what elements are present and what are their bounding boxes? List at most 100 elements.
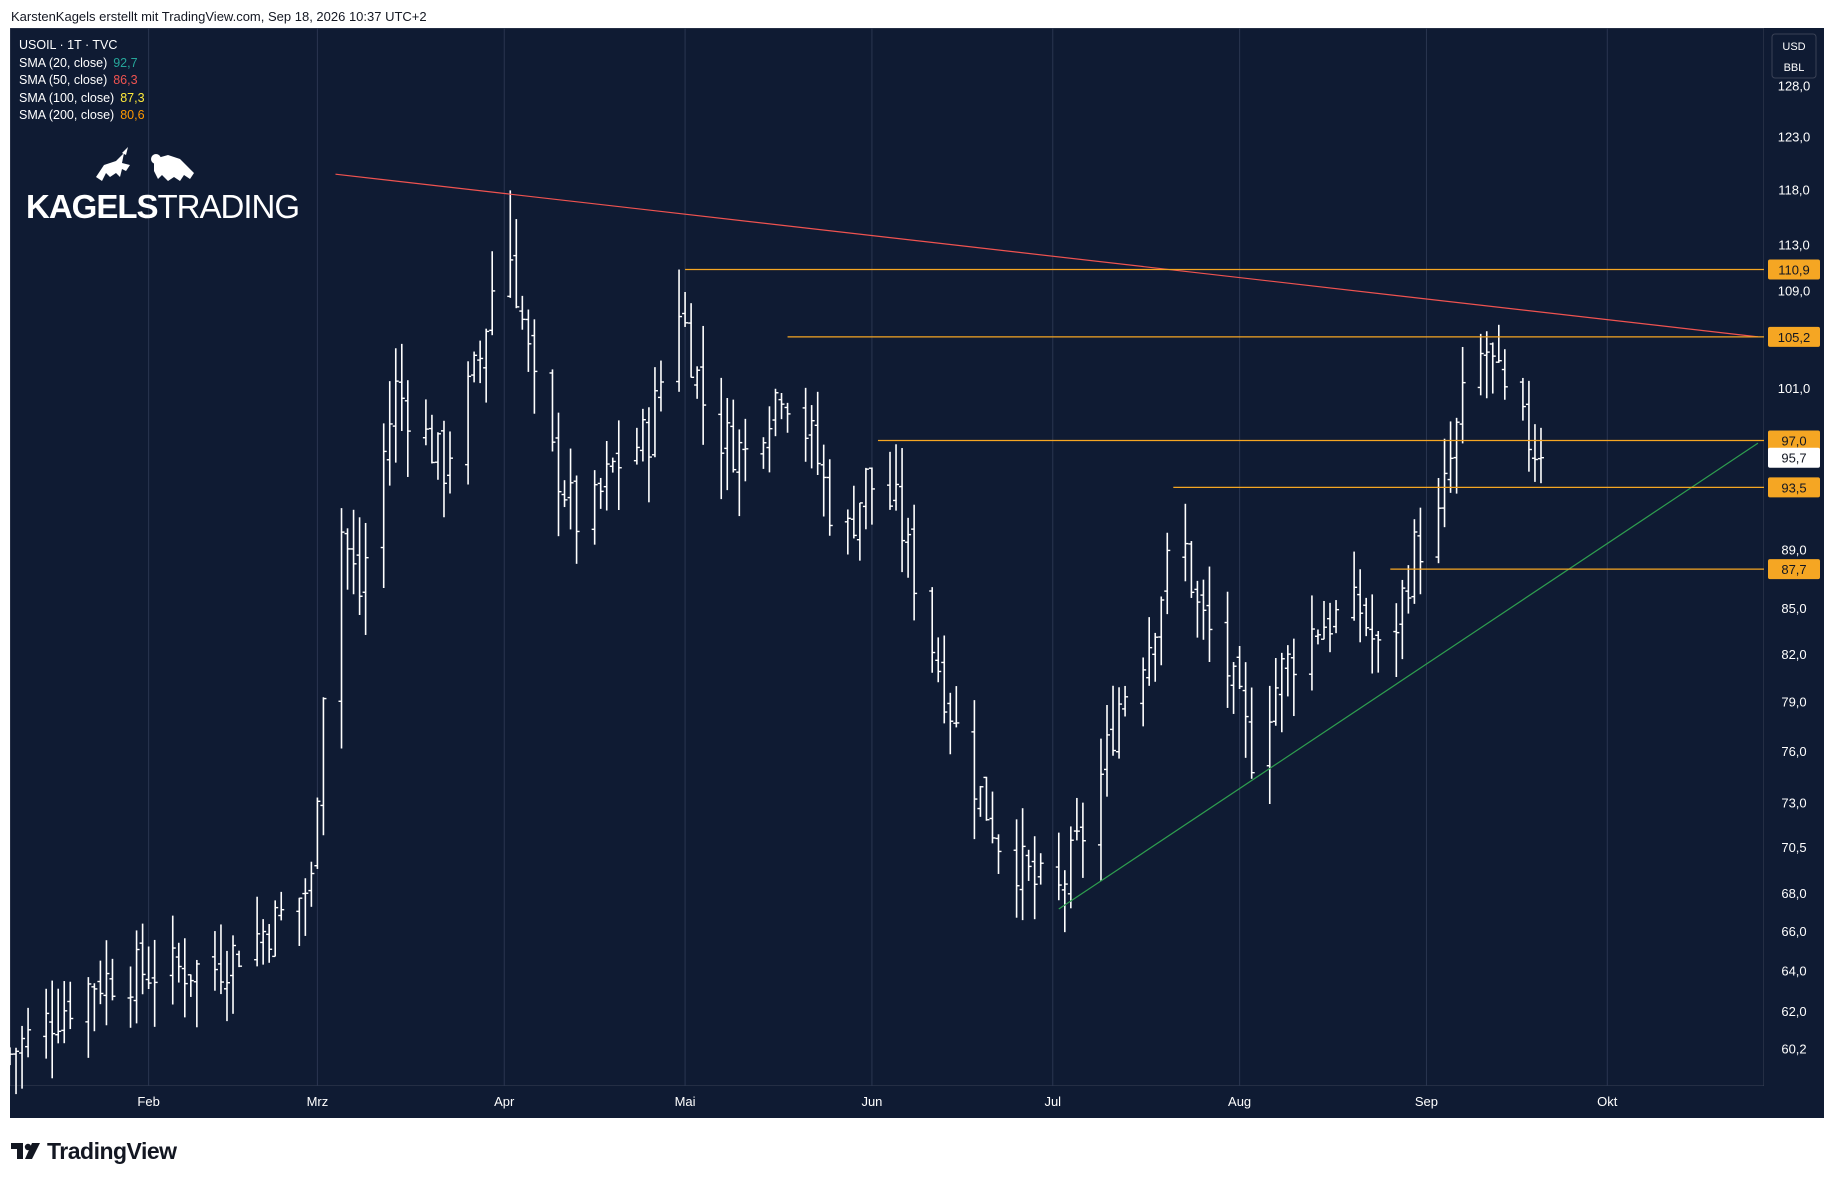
legend-item-sma20[interactable]: SMA (20, close) 92,7 [19,55,145,73]
indicator-legend: USOIL · 1T · TVC SMA (20, close) 92,7 SMA… [19,37,145,125]
legend-label: SMA (200, close) [19,108,115,122]
currency-label: USD [1782,41,1805,53]
last-price-label: 95,7 [1781,451,1806,466]
price-bar [151,939,158,1027]
price-bar [272,900,279,958]
price-bar [1447,421,1454,493]
price-bar [386,381,393,486]
price-bar [1230,662,1237,714]
price-bar [1399,579,1406,660]
price-bar [380,423,387,589]
price-bar [1477,333,1484,396]
legend-value: 86,3 [113,73,138,87]
price-bar [1327,602,1334,653]
price-bar [422,399,429,446]
price-bar [694,366,701,399]
price-bar [1278,652,1285,733]
price-bar [25,1007,32,1058]
price-bar [1122,685,1129,717]
price-bar [591,470,598,545]
price-bar [899,448,906,573]
price-bar [1351,551,1358,621]
price-bar [1459,346,1466,444]
price-bar [977,785,984,817]
price-bar [187,974,194,997]
price-chart[interactable]: Feb Mrz Apr Mai Jun Jul Aug Sep Okt 60,2 62,0 64,0 6… [10,28,1824,1118]
price-bar [525,309,532,372]
price-bar [1079,802,1086,878]
price-bar [531,319,538,414]
price-bar [1037,853,1044,885]
tradingview-wordmark: TradingView [47,1137,177,1164]
price-bar [850,485,857,539]
price-bar [820,444,827,517]
legend-item-sma50[interactable]: SMA (50, close) 86,3 [19,72,145,90]
price-bar [302,878,309,936]
y-tick-label: 68,0 [1781,886,1806,901]
price-bar [404,380,411,477]
y-tick-label: 76,0 [1781,744,1806,759]
price-bar [223,950,230,1022]
price-bar [905,517,912,578]
price-bar [676,269,683,392]
bull-bear-icon [96,147,194,181]
price-bar [1055,832,1062,901]
price-bar [236,950,243,968]
price-bar [483,328,490,403]
price-bar [314,797,321,869]
x-tick-label: Feb [137,1094,159,1109]
legend-item-sma100[interactable]: SMA (100, close) 87,3 [19,90,145,108]
price-bar [278,891,285,921]
level-price-tag [1768,430,1820,451]
price-bar [1182,503,1189,582]
x-tick-label: Aug [1228,1094,1251,1109]
legend-item-sma200[interactable]: SMA (200, close) 80,6 [19,107,145,125]
price-bar [730,399,737,473]
price-bar [947,692,954,755]
price-bar [254,896,261,967]
price-bar [1357,569,1364,643]
price-bar [784,402,791,433]
price-bar [1453,417,1460,494]
price-bar [1417,507,1424,595]
chart-area[interactable]: Feb Mrz Apr Mai Jun Jul Aug Sep Okt 60,2 62,0 64,0 6… [10,28,1824,1118]
tradingview-footer[interactable]: TradingView [11,1136,177,1166]
level-price-tag [1768,477,1820,498]
price-bar [639,408,646,462]
price-bar [61,981,68,1044]
price-bar [597,477,604,509]
price-bar [103,940,110,1026]
price-bar [1206,566,1213,662]
price-bar [1224,591,1231,708]
price-bar [1242,662,1249,758]
y-tick-label: 101,0 [1778,381,1811,396]
x-tick-label: Mai [675,1094,696,1109]
price-bar [1525,380,1532,472]
price-bar [507,190,514,298]
x-tick-label: Jun [861,1094,882,1109]
price-bar [1501,349,1508,400]
legend-label: SMA (50, close) [19,73,108,87]
price-bar [1188,541,1195,598]
price-bar [139,923,146,995]
logo-light-text: TRADING [157,188,300,225]
price-bar [645,407,652,503]
price-bar [1290,638,1297,717]
price-bar [887,451,894,510]
price-bar [1531,424,1538,482]
price-bar [1411,519,1418,604]
y-tick-label: 123,0 [1778,129,1811,144]
price-bar [1158,596,1165,666]
price-bar [19,1025,26,1089]
legend-symbol: USOIL · 1T · TVC [19,38,118,52]
price-bar [320,697,327,836]
price-bar [175,942,182,983]
y-tick-label: 82,0 [1781,647,1806,662]
price-bar [1073,797,1080,841]
price-bar [766,406,773,473]
x-tick-label: Jul [1044,1094,1061,1109]
y-tick-label: 118,0 [1778,182,1810,197]
level-price-label: 105,2 [1778,330,1811,345]
price-bar [1025,849,1032,881]
price-bar [85,977,92,1058]
